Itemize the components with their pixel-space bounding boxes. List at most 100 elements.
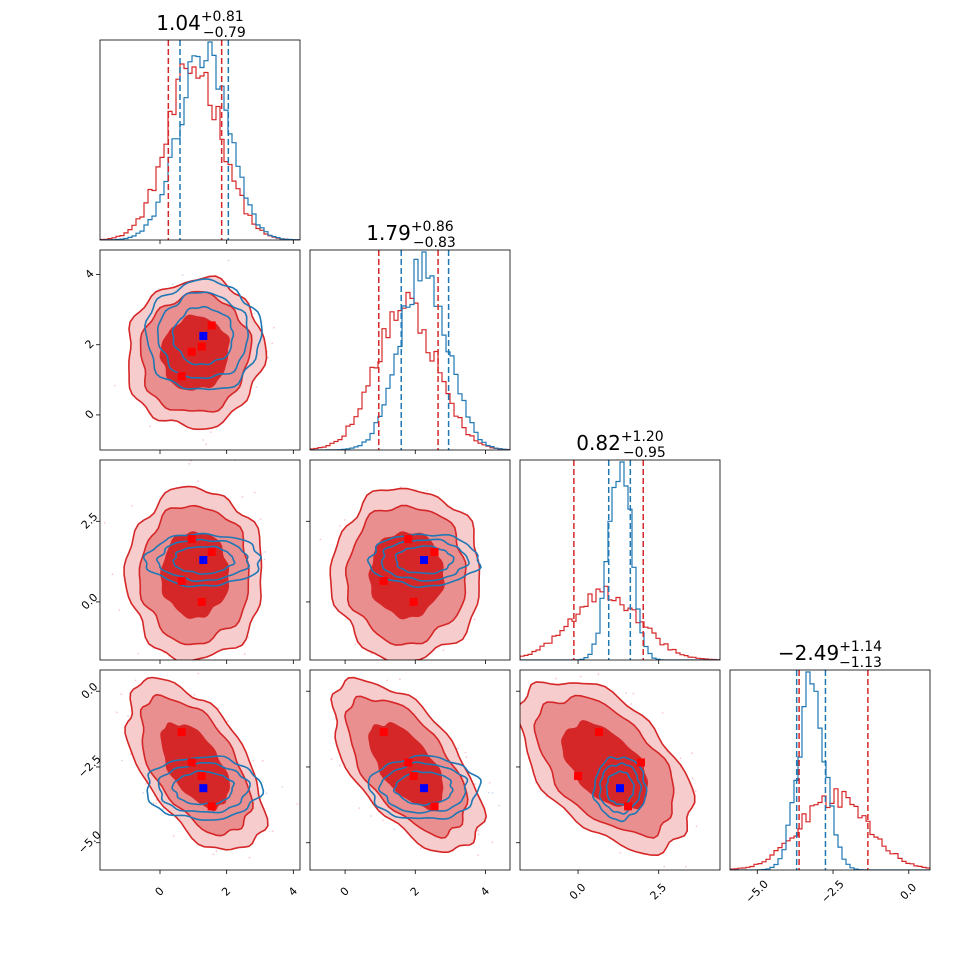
red-contour-line-3-1-1 <box>344 695 469 839</box>
panel-frame-3-2 <box>519 669 721 871</box>
red-marker-3-2-2 <box>595 728 604 737</box>
blue-contour-3-2-1 <box>598 762 643 815</box>
red-contour-line-2-1-0 <box>329 487 481 660</box>
x-tick-label-2-0: 0.0 <box>567 881 589 903</box>
panel-frame-2-2 <box>519 459 721 661</box>
red-marker-1-0-1 <box>187 347 196 356</box>
blue-contour-3-1-1 <box>377 761 469 814</box>
blue-contour-2-0-0 <box>142 532 262 588</box>
histogram-blue-0 <box>100 41 300 240</box>
red-marker-2-1-3 <box>409 597 418 606</box>
red-marker-3-0-3 <box>197 772 206 781</box>
x-tick-label-3-1: −2.5 <box>819 878 847 906</box>
y-tick-label-2-1: 2.5 <box>79 510 101 532</box>
red-contour-fill-2-1-2 <box>368 531 445 620</box>
title-plus: +1.20 <box>621 429 664 445</box>
y-tick-label-2-0: 0.0 <box>79 591 101 613</box>
y-tick-label-1-2: 4 <box>83 267 97 281</box>
title-median: −2.49 <box>778 641 839 665</box>
blue-contour-3-0-0 <box>146 755 265 822</box>
red-marker-2-1-0 <box>430 547 439 556</box>
x-tick-label-3-0: −5.0 <box>743 878 771 906</box>
corner-panels: 1.04+0.81−0.79 0 2 4 1.79+0.86−0.83 0.0 2.5 0.8… <box>76 9 931 906</box>
panel-frame-0-0 <box>99 39 301 241</box>
red-contour-line-2-0-0 <box>123 485 263 660</box>
x-tick-label-1-2: 4 <box>478 885 492 899</box>
title-plus: +0.86 <box>411 219 454 235</box>
red-marker-3-0-2 <box>177 728 186 737</box>
histogram-blue-2 <box>520 461 720 660</box>
panel-1-1: 1.79+0.86−0.83 <box>309 219 511 454</box>
blue-marker-2-1 <box>420 556 429 564</box>
blue-contour-1-0-1 <box>157 291 250 380</box>
panel-3-1: 0 2 4 <box>306 669 511 899</box>
x-tick-label-3-2: 0.0 <box>898 881 920 903</box>
x-tick-label-2-1: 2.5 <box>648 881 670 903</box>
blue-contour-3-0-2 <box>171 770 236 806</box>
param-title-minus-3: −1.13 <box>839 655 882 671</box>
red-contour-line-3-0-0 <box>124 676 269 851</box>
blue-marker-3-0 <box>199 784 208 793</box>
x-tick-label-0-2: 4 <box>286 885 300 899</box>
panel-frame-3-0 <box>99 669 301 871</box>
param-title-minus-2: −0.95 <box>623 445 666 461</box>
red-marker-3-1-0 <box>430 802 439 811</box>
blue-marker-2-0 <box>199 556 208 564</box>
blue-contour-3-1-0 <box>367 754 482 820</box>
panel-frame-3-1 <box>309 669 511 871</box>
y-tick-label-1-0: 0 <box>83 407 97 421</box>
panel-frame-1-1 <box>309 249 511 451</box>
red-contour-fill-3-0-2 <box>160 722 230 812</box>
red-marker-2-1-1 <box>404 535 413 544</box>
title-plus: +1.14 <box>839 639 882 655</box>
red-marker-3-1-2 <box>379 728 388 737</box>
red-marker-3-1-3 <box>409 772 418 781</box>
blue-marker-3-1 <box>420 784 429 793</box>
blue-contour-3-2-0 <box>591 756 648 823</box>
x-tick-label-1-0: 0 <box>338 885 352 899</box>
param-title-1: 1.79+0.86 <box>366 219 454 245</box>
panel-2-0: 0.0 2.5 <box>79 459 301 664</box>
panel-0-0: 1.04+0.81−0.79 <box>99 9 301 244</box>
blue-contour-2-0-1 <box>155 538 251 583</box>
red-contour-line-3-2-0 <box>520 681 696 857</box>
red-marker-1-0-0 <box>207 321 216 330</box>
blue-contour-1-0-2 <box>171 305 235 366</box>
panel-frame-1-0 <box>99 249 301 451</box>
param-title-minus-0: −0.79 <box>203 25 246 41</box>
title-median: 1.04 <box>156 11 201 35</box>
panel-frame-3-3 <box>729 669 931 871</box>
param-title-0: 1.04+0.81 <box>156 9 243 35</box>
blue-marker-3-2 <box>616 784 624 793</box>
blue-contour-2-0-2 <box>172 545 236 575</box>
red-marker-2-1-2 <box>379 576 388 585</box>
title-plus: +0.81 <box>201 9 244 25</box>
blue-contour-2-1-1 <box>380 538 470 582</box>
panel-frame-2-1 <box>309 459 511 661</box>
y-tick-label-1-1: 2 <box>83 337 97 351</box>
panel-frame-2-0 <box>99 459 301 661</box>
red-marker-3-2-0 <box>624 802 633 811</box>
blue-contour-3-1-2 <box>393 770 454 807</box>
x-tick-label-0-0: 0 <box>153 885 167 899</box>
y-tick-label-3-2: 0.0 <box>79 680 101 702</box>
histogram-red-0 <box>100 63 300 240</box>
red-marker-2-0-1 <box>187 535 196 544</box>
blue-contour-3-0-1 <box>157 762 251 814</box>
x-tick-label-0-1: 2 <box>219 885 233 899</box>
blue-contour-2-1-0 <box>366 533 482 589</box>
panel-2-2: 0.82+1.20−0.95 <box>519 429 721 664</box>
blue-marker-1-0 <box>199 331 208 340</box>
red-marker-2-0-0 <box>207 547 216 556</box>
red-marker-3-0-0 <box>207 802 216 811</box>
histogram-red-2 <box>520 585 720 660</box>
title-median: 0.82 <box>576 431 621 455</box>
panel-2-1 <box>306 459 511 664</box>
red-contour-line-1-0-1 <box>139 290 253 413</box>
title-median: 1.79 <box>366 221 411 245</box>
red-marker-1-0-2 <box>177 372 186 381</box>
param-title-2: 0.82+1.20 <box>576 429 663 455</box>
red-contour-line-3-2-1 <box>533 694 675 839</box>
param-title-3: −2.49+1.14 <box>778 639 882 665</box>
